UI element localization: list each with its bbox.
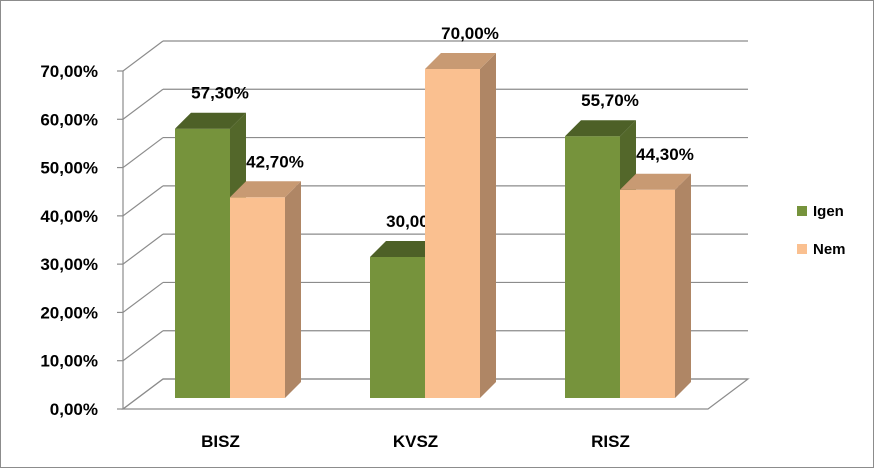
side-wall-gridline	[122, 40, 164, 72]
data-label-bisz-igen: 57,30%	[191, 84, 249, 103]
bar-risz-nem-side	[675, 173, 691, 398]
legend-label-nem: Nem	[813, 241, 846, 258]
bar-risz-nem-front	[620, 189, 675, 398]
bar-risz-nem-top	[620, 173, 691, 190]
side-wall-gridline	[122, 88, 164, 120]
data-label-risz-igen: 55,70%	[581, 91, 639, 110]
x-category-label: RISZ	[591, 432, 630, 451]
y-tick-label: 30,00%	[40, 255, 98, 274]
bar-kvsz-nem-top	[425, 53, 496, 69]
y-tick-label: 20,00%	[40, 303, 98, 322]
legend-swatch-nem	[797, 244, 807, 254]
y-tick-label: 70,00%	[40, 62, 98, 81]
bar-kvsz-igen-front	[370, 257, 425, 398]
bar-risz-igen-front	[565, 136, 620, 398]
chart-floor	[121, 378, 750, 410]
side-wall-gridline	[122, 185, 164, 217]
bar-bisz-igen-front	[175, 128, 230, 398]
bar-kvsz-igen-top	[370, 241, 441, 257]
bar-bisz-igen-top	[175, 112, 246, 129]
y-tick-label: 0,00%	[50, 400, 98, 419]
data-label-risz-nem: 44,30%	[636, 145, 694, 164]
side-wall-gridline	[122, 281, 164, 313]
data-label-kvsz-nem: 70,00%	[441, 24, 499, 43]
x-category-label: KVSZ	[393, 432, 438, 451]
side-wall-gridline	[122, 330, 164, 362]
y-tick-label: 50,00%	[40, 159, 98, 178]
bar-kvsz-nem-front	[425, 69, 480, 398]
bar-risz-igen-top	[565, 120, 636, 137]
side-wall-gridline	[122, 233, 164, 265]
legend-label-igen: Igen	[813, 203, 844, 220]
data-label-bisz-nem: 42,70%	[246, 152, 304, 171]
bar-bisz-nem-side	[285, 181, 301, 398]
bar-bisz-nem-top	[230, 181, 301, 198]
x-category-label: BISZ	[201, 432, 240, 451]
bar-bisz-nem-front	[230, 197, 285, 398]
y-tick-label: 10,00%	[40, 352, 98, 371]
y-tick-label: 60,00%	[40, 110, 98, 129]
side-wall-gridline	[122, 137, 164, 169]
bar-kvsz-nem-side	[480, 53, 496, 398]
legend-swatch-igen	[797, 206, 807, 216]
y-tick-label: 40,00%	[40, 207, 98, 226]
